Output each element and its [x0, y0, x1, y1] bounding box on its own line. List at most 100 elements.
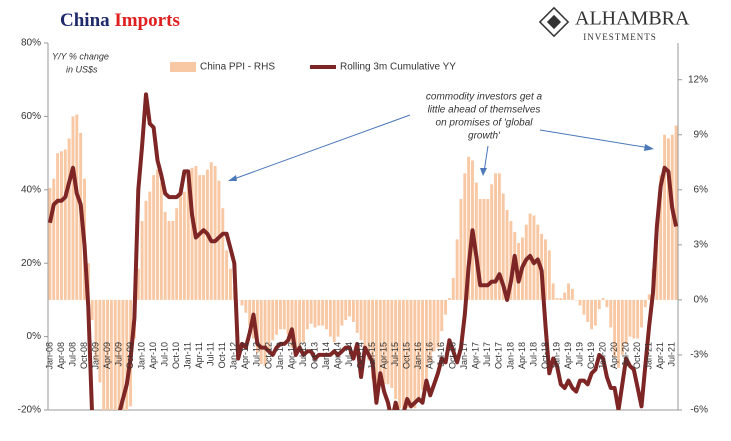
x-tick-label: Jul-20 — [621, 342, 631, 367]
legend-label: Rolling 3m Cumulative YY — [340, 62, 456, 73]
bar — [106, 299, 110, 410]
x-tick-label: Apr-11 — [194, 342, 204, 368]
bar — [186, 178, 190, 300]
bar — [48, 187, 52, 300]
bar — [294, 299, 298, 354]
bar — [490, 184, 494, 300]
x-tick-label: Oct-19 — [586, 342, 596, 369]
bar — [478, 198, 482, 300]
bar — [67, 138, 71, 300]
y2-tick-label: 0% — [694, 295, 709, 306]
bar — [163, 211, 167, 300]
x-tick-label: Apr-12 — [240, 342, 250, 369]
bar — [624, 299, 628, 344]
bar — [597, 299, 601, 310]
y-tick-label: 60% — [21, 111, 41, 122]
legend-label: China PPI - RHS — [200, 62, 275, 73]
x-tick-label: Apr-18 — [517, 342, 527, 369]
x-tick-label: Jan-16 — [413, 342, 423, 370]
bar — [117, 299, 121, 410]
bar — [674, 125, 678, 300]
annotation-text: growth' — [468, 131, 501, 142]
bar — [63, 149, 67, 300]
x-tick-label: Jan-21 — [644, 342, 654, 370]
bar — [56, 153, 60, 300]
bar — [613, 299, 617, 357]
y-tick-label: 20% — [21, 258, 41, 269]
bar — [267, 299, 271, 352]
x-tick-label: Apr-21 — [655, 342, 665, 369]
bar — [290, 299, 294, 348]
x-tick-label: Apr-19 — [563, 342, 573, 369]
bar — [628, 299, 632, 337]
bar — [328, 299, 332, 337]
bar — [574, 299, 578, 301]
logo-tagline: INVESTMENTS — [583, 32, 657, 42]
annotation-text: little ahead of themselves — [428, 105, 541, 116]
bar — [90, 299, 94, 321]
bar — [144, 200, 148, 300]
bar — [156, 169, 159, 300]
arrowhead — [228, 175, 237, 181]
bar — [605, 299, 609, 308]
x-tick-label: Apr-10 — [148, 342, 158, 369]
chart-title: China Imports — [60, 10, 180, 31]
bar — [113, 299, 117, 410]
bar — [217, 180, 221, 300]
arrowhead — [644, 144, 654, 151]
bar — [421, 299, 425, 390]
bar — [167, 220, 171, 300]
bar — [259, 299, 263, 365]
x-tick-label: Apr-17 — [471, 342, 481, 369]
y-tick-label: 0% — [27, 331, 42, 342]
y2-tick-label: -6% — [690, 405, 708, 416]
bar — [386, 299, 390, 385]
x-tick-label: Apr-14 — [332, 342, 342, 369]
y2-tick-label: -3% — [690, 350, 708, 361]
annotation-text: on promises of 'global — [436, 118, 534, 129]
bar — [647, 294, 651, 300]
bar — [544, 239, 547, 300]
bar — [309, 299, 313, 324]
line — [48, 92, 678, 410]
bar — [505, 209, 509, 300]
bar — [229, 268, 232, 300]
bar — [102, 299, 106, 410]
bar — [225, 250, 229, 300]
bar — [182, 191, 186, 300]
y-tick-label: -20% — [18, 405, 41, 416]
bar — [567, 283, 570, 300]
bar — [401, 299, 405, 409]
logo-name: ALHAMBRA — [575, 8, 690, 30]
bar — [325, 299, 328, 330]
legend: China PPI - RHS Rolling 3m Cumulative YY — [170, 62, 456, 73]
bar — [332, 299, 336, 343]
bar — [190, 167, 194, 300]
bar — [236, 299, 240, 301]
bar — [221, 208, 225, 300]
bar — [509, 220, 513, 300]
bar — [532, 215, 536, 300]
bar — [209, 162, 213, 300]
x-tick-label: Jul-14 — [344, 342, 354, 367]
bar — [636, 299, 640, 339]
x-tick-label: Apr-16 — [425, 342, 435, 369]
x-tick-label: Oct-11 — [217, 342, 227, 368]
bar — [179, 187, 182, 300]
bar — [474, 182, 478, 300]
bar — [109, 299, 113, 410]
bar — [317, 299, 321, 326]
bar — [459, 198, 463, 300]
bar — [378, 299, 382, 385]
x-tick-label: Apr-13 — [286, 342, 296, 369]
bar — [140, 220, 144, 300]
y2-tick-label: 3% — [694, 239, 709, 250]
bar — [643, 299, 647, 308]
bar — [175, 208, 179, 300]
legend-swatch — [170, 62, 196, 72]
bar — [570, 288, 574, 300]
bar — [394, 299, 398, 399]
plot-area — [48, 92, 678, 410]
bar — [71, 116, 75, 300]
